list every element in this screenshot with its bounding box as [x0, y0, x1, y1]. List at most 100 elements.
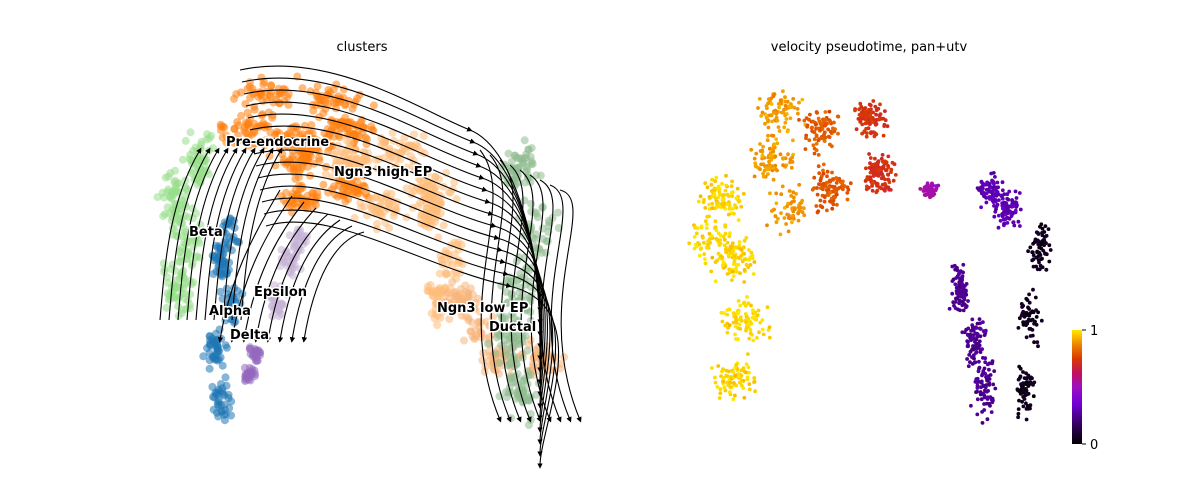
pseudotime-point — [703, 206, 708, 210]
pseudotime-point — [996, 213, 1001, 218]
pseudotime-point — [1018, 374, 1023, 379]
cell-point — [218, 361, 227, 370]
pseudotime-point — [953, 267, 958, 272]
pseudotime-point — [823, 135, 828, 140]
pseudotime-point — [873, 122, 878, 127]
pseudotime-point — [698, 247, 703, 251]
pseudotime-point — [758, 149, 763, 153]
cell-point — [416, 213, 425, 222]
cell-point — [556, 359, 565, 368]
pseudotime-point — [761, 171, 765, 176]
pseudotime-point — [959, 275, 964, 280]
pseudotime-point — [704, 245, 709, 250]
pseudotime-point — [983, 328, 988, 333]
cell-point — [177, 254, 186, 263]
pseudotime-point — [743, 303, 748, 308]
pseudotime-point — [716, 364, 721, 368]
pseudotime-point — [1034, 308, 1038, 312]
pseudotime-point — [967, 353, 972, 357]
cell-point — [501, 336, 510, 345]
pseudotime-point — [766, 133, 770, 138]
pseudotime-point — [755, 313, 760, 318]
pseudotime-point — [860, 122, 865, 127]
pseudotime-panel: velocity pseudotime, pan+utv — [687, 40, 1053, 425]
pseudotime-point — [800, 210, 805, 215]
pseudotime-point — [954, 285, 959, 290]
pseudotime-point — [925, 181, 930, 186]
pseudotime-point — [984, 200, 989, 205]
pseudotime-point — [827, 109, 832, 114]
pseudotime-point — [974, 326, 979, 330]
pseudotime-point — [771, 177, 776, 182]
pseudotime-point — [863, 109, 868, 114]
pseudotime-point — [952, 263, 957, 268]
pseudotime-point — [985, 417, 990, 422]
pseudotime-point — [746, 265, 751, 270]
cell-point — [205, 364, 214, 373]
pseudotime-point — [730, 179, 734, 184]
pseudotime-point — [962, 302, 967, 307]
pseudotime-point — [833, 187, 838, 192]
pseudotime-point — [979, 379, 984, 384]
pseudotime-point — [744, 370, 748, 375]
pseudotime-point — [994, 204, 999, 209]
pseudotime-point — [835, 202, 839, 207]
pseudotime-point — [791, 190, 796, 195]
pseudotime-point — [980, 421, 985, 425]
pseudotime-point — [936, 183, 941, 188]
pseudotime-point — [745, 295, 749, 299]
pseudotime-point — [996, 225, 1001, 230]
pseudotime-point — [753, 163, 758, 168]
pseudotime-point — [726, 212, 731, 217]
cell-point — [388, 128, 397, 137]
pseudotime-point — [1014, 205, 1018, 209]
pseudotime-point — [701, 235, 705, 240]
pseudotime-point — [871, 99, 876, 103]
streamline — [231, 147, 274, 321]
pseudotime-point — [773, 214, 778, 218]
pseudotime-point — [1035, 340, 1040, 345]
pseudotime-point — [713, 226, 717, 230]
pseudotime-point — [1011, 220, 1016, 225]
cell-point — [230, 124, 239, 133]
pseudotime-point — [736, 337, 740, 342]
pseudotime-point — [1022, 388, 1026, 393]
pseudotime-point — [1024, 407, 1029, 411]
cell-point — [442, 289, 451, 298]
pseudotime-point — [765, 305, 770, 310]
pseudotime-point — [763, 121, 767, 126]
pseudotime-point — [733, 332, 737, 337]
pseudotime-point — [1004, 204, 1009, 209]
cell-point — [442, 268, 450, 277]
pseudotime-point — [737, 380, 742, 385]
pseudotime-point — [1024, 371, 1028, 376]
pseudotime-point — [957, 300, 961, 305]
pseudotime-point — [750, 308, 755, 313]
streamline — [259, 185, 551, 433]
pseudotime-point — [703, 261, 708, 266]
pseudotime-point — [987, 367, 991, 372]
pseudotime-point — [720, 319, 725, 324]
pseudotime-point — [971, 347, 976, 352]
pseudotime-point — [784, 222, 788, 226]
cell-point — [208, 382, 217, 391]
pseudotime-point — [975, 321, 980, 326]
pseudotime-point — [760, 110, 765, 115]
cell-point — [293, 164, 302, 173]
pseudotime-point — [866, 108, 871, 112]
pseudotime-point — [879, 176, 884, 181]
pseudotime-point — [720, 181, 724, 186]
pseudotime-point — [872, 134, 877, 139]
pseudotime-point — [870, 116, 875, 120]
colorbar-tick-max: 1 — [1090, 324, 1098, 339]
pseudotime-point — [1026, 249, 1030, 254]
pseudotime-point — [737, 240, 742, 244]
pseudotime-point — [857, 107, 861, 112]
pseudotime-point — [748, 331, 753, 336]
pseudotime-point — [1024, 296, 1029, 301]
pseudotime-point — [1042, 230, 1047, 234]
cell-point — [288, 189, 297, 198]
pseudotime-point — [1031, 394, 1036, 399]
cell-point — [255, 348, 264, 357]
pseudotime-point — [864, 166, 868, 171]
